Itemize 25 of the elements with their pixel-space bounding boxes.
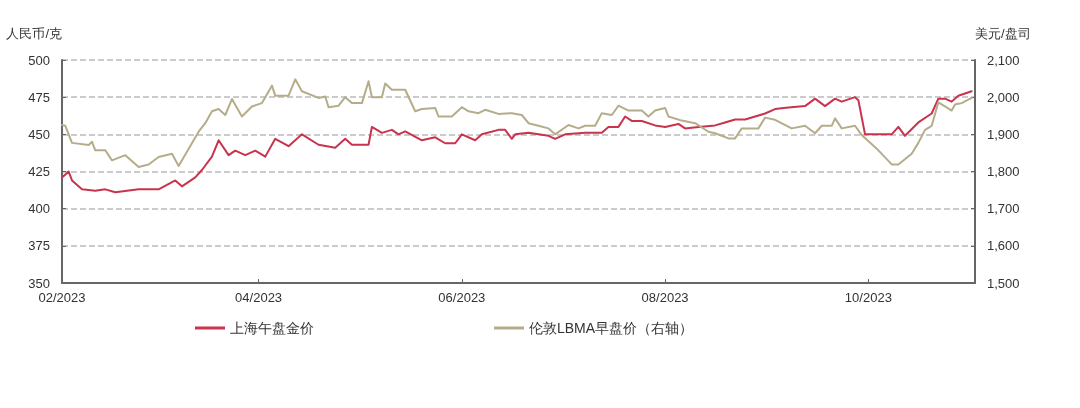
legend-label: 伦敦LBMA早盘价（右轴） bbox=[529, 320, 694, 336]
y2-tick-label: 1,500 bbox=[987, 275, 1020, 291]
y-tick-label: 500 bbox=[28, 52, 50, 68]
x-tick-label: 08/2023 bbox=[641, 290, 689, 305]
x-tick-label: 04/2023 bbox=[235, 290, 283, 305]
y-tick-label: 350 bbox=[28, 275, 50, 291]
y2-tick-label: 1,800 bbox=[987, 164, 1020, 179]
y2-tick-label: 2,100 bbox=[987, 52, 1020, 68]
y2-axis-title: 美元/盘司 bbox=[975, 26, 1031, 41]
x-tick-label: 06/2023 bbox=[438, 290, 486, 305]
x-tick-label: 10/2023 bbox=[844, 290, 892, 305]
y-tick-label: 425 bbox=[28, 164, 50, 179]
y2-tick-label: 1,600 bbox=[987, 238, 1020, 254]
y-tick-label: 375 bbox=[28, 238, 50, 254]
legend-label: 上海午盘金价 bbox=[230, 320, 314, 336]
y-tick-label: 475 bbox=[28, 89, 50, 105]
y-tick-label: 400 bbox=[28, 201, 50, 217]
line-series bbox=[61, 78, 973, 169]
y2-tick-label: 2,000 bbox=[987, 89, 1020, 105]
x-tick-label: 02/2023 bbox=[38, 290, 86, 305]
y2-tick-label: 1,700 bbox=[987, 201, 1020, 217]
y-tick-label: 450 bbox=[28, 126, 50, 142]
y-axis-title: 人民币/克 bbox=[6, 26, 62, 41]
y2-tick-label: 1,900 bbox=[987, 126, 1020, 142]
line-series bbox=[61, 90, 973, 194]
